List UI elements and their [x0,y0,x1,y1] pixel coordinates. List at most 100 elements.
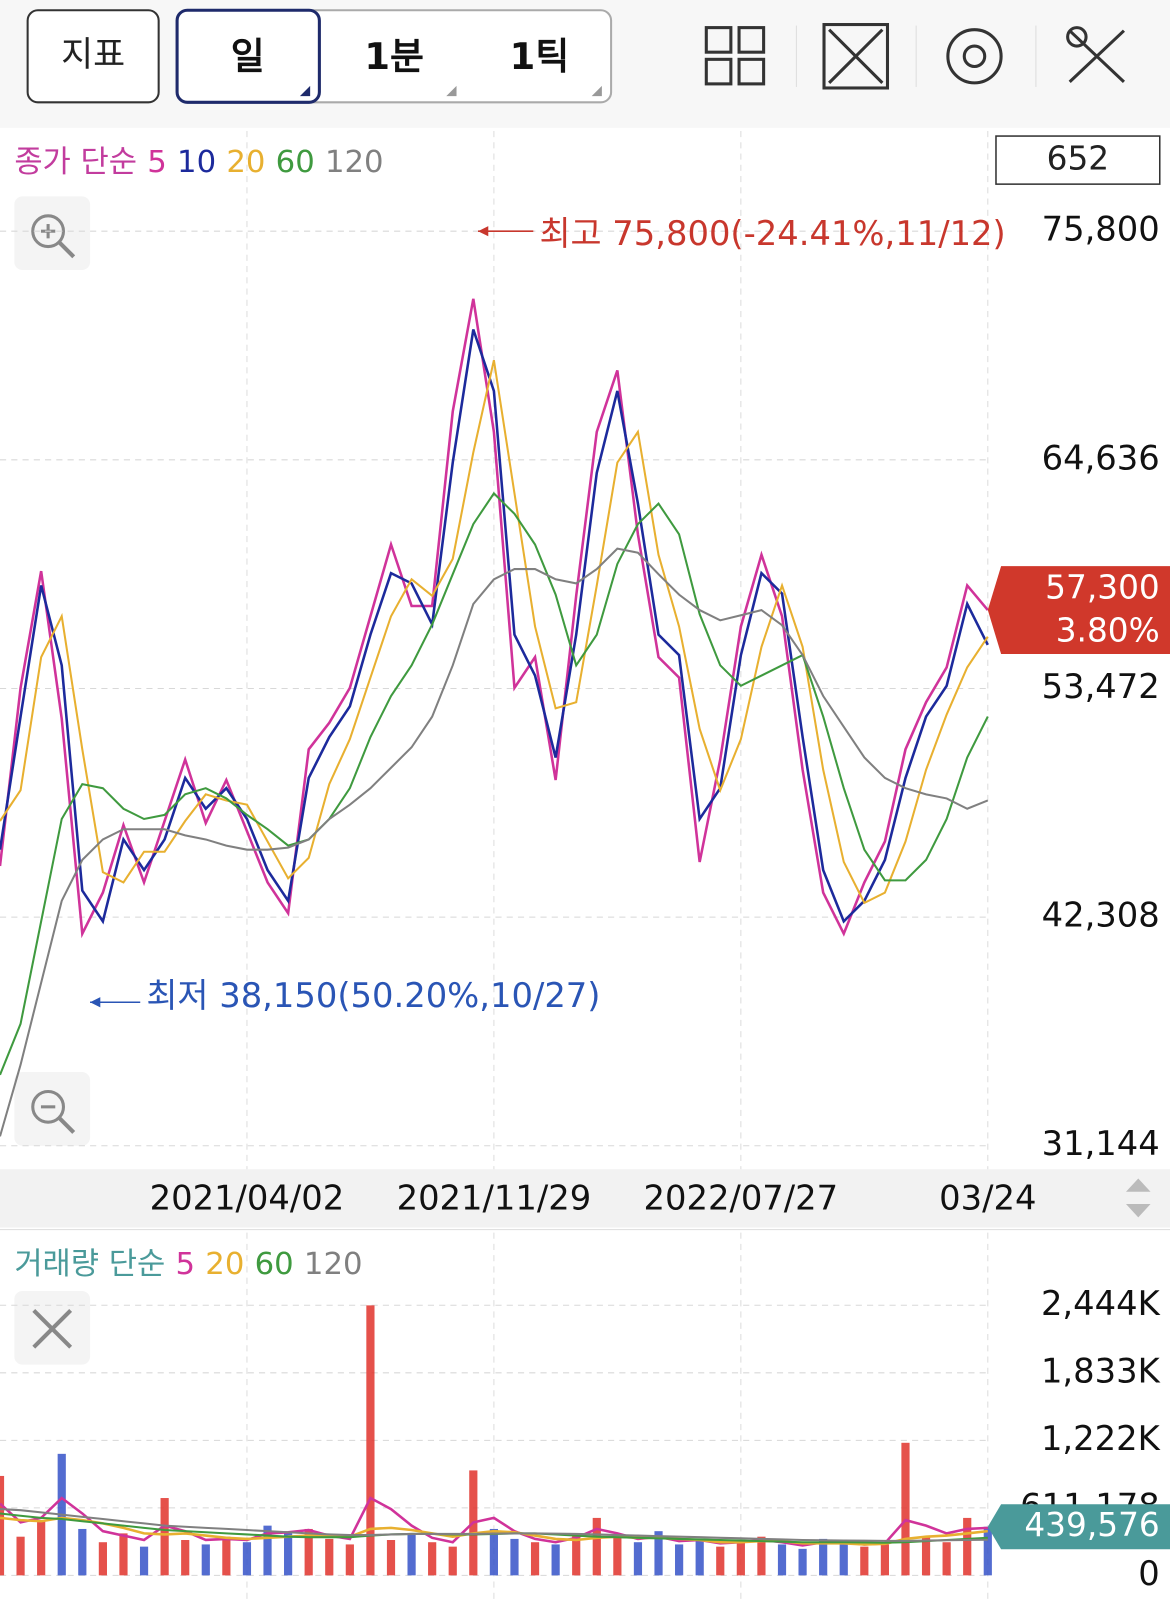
x-tick-label: 2021/04/02 [150,1178,345,1217]
volume-bar [407,1533,416,1576]
ma-line [0,298,989,939]
y-tick-label: 64,636 [1042,438,1160,477]
volume-bar [222,1536,231,1576]
volume-bar [695,1538,704,1576]
dropdown-mark [591,85,602,97]
volume-bar [839,1542,848,1576]
period-day-label[interactable]: 일 [231,35,265,78]
zoom-in-button[interactable] [14,196,91,271]
annotation-arrowhead [90,997,101,1008]
volume-bar [139,1546,149,1576]
legend-title: 종가 단순 [14,145,137,180]
y-tick-label: 75,800 [1042,210,1160,249]
volume-bar [37,1520,46,1576]
last-price: 57,300 [1045,569,1160,607]
volume-bar [201,1544,210,1576]
volume-bar [860,1546,869,1576]
y-tick-label: 31,144 [1042,1124,1160,1163]
counter-box [995,135,1161,185]
period-minute-label[interactable]: 1분 [364,35,424,78]
ma-line [0,329,989,925]
fullscreen-icon[interactable] [822,23,890,90]
volume-bar [98,1542,107,1576]
volume-bar [345,1544,354,1576]
legend-entry: 60 [255,1247,294,1282]
ma-line [0,359,989,905]
volume-bar [489,1528,498,1576]
legend-entry: 5 [147,145,167,180]
last-price-box [987,566,1170,655]
x-tick-label: 2022/07/27 [644,1178,839,1217]
volume-bar [386,1540,396,1576]
y-tick-label: 1,833K [1041,1351,1161,1390]
period-tick-label[interactable]: 1틱 [510,35,570,78]
legend-entry: 5 [176,1247,196,1282]
tools-icon[interactable] [1066,26,1125,83]
volume-bar [901,1442,910,1576]
legend-entry: 120 [325,145,384,180]
volume-bar [304,1528,313,1576]
period-day-button[interactable] [175,8,321,104]
volume-bar [325,1538,334,1576]
legend-title: 거래량 단순 [14,1247,165,1282]
volume-bar [983,1526,992,1576]
settings-icon[interactable] [946,28,1003,85]
zoom-out-button[interactable] [14,1072,91,1146]
dropdown-mark [299,85,311,97]
volume-bar [757,1536,766,1576]
volume-bar [181,1540,190,1576]
ma-line [0,547,989,1137]
volume-bar [530,1542,540,1576]
volume-bar [510,1538,519,1576]
volume-bar [592,1517,601,1576]
chart-layer: 2021/04/02 2021/11/29 2022/07/27 03/2431,14… [0,130,1170,1604]
ma-line [0,1508,988,1542]
y-tick-label: 2,444K [1041,1284,1161,1323]
volume-bar [675,1544,684,1576]
counter: 652 [1047,140,1110,178]
ma-line [0,1516,988,1546]
y-tick-label: 42,308 [1042,896,1160,935]
volume-bar [0,1475,5,1576]
last-volume: 439,576 [1024,1506,1159,1544]
volume-bar [777,1544,787,1576]
volume-bar [428,1542,437,1576]
volume-bar [963,1517,972,1576]
volume-bar [613,1536,622,1576]
scroll-icon[interactable] [1125,1178,1151,1218]
legend-entry: 20 [205,1247,244,1282]
legend-entry: 120 [304,1247,363,1282]
legend-entry: 20 [226,145,265,180]
volume-bar [798,1548,807,1576]
indicator-button[interactable] [26,9,160,104]
dropdown-mark [446,85,457,97]
volume-bar [654,1531,663,1576]
volume-bar [819,1538,828,1576]
date-axis-bg [0,1169,1170,1228]
volume-bar [242,1542,252,1576]
volume-bar [160,1498,169,1576]
legend-entry: 60 [276,145,315,180]
y-tick-label: 53,472 [1042,667,1160,706]
last-volume-box [987,1504,1170,1550]
x-tick-label: 03/24 [939,1178,1036,1217]
legend-entry: 10 [177,145,216,180]
x-tick-label: 2021/11/29 [397,1178,592,1217]
volume-bar [263,1525,272,1576]
volume-bar [448,1546,457,1576]
volume-bar [633,1542,643,1576]
ma-line [0,491,989,1076]
layout-icon[interactable] [704,26,766,86]
volume-bar [942,1542,951,1576]
y-tick-label: 1,222K [1041,1419,1161,1458]
close-volume-button[interactable] [14,1290,91,1365]
volume-bar [736,1542,745,1576]
volume-bar [921,1536,931,1576]
volume-bar [572,1533,581,1576]
annotation-text: 최저 38,150(50.20%,10/27) [146,976,600,1015]
indicator-label[interactable]: 지표 [61,35,125,75]
volume-bar [284,1533,293,1576]
annotation-text: 최고 75,800(-24.41%,11/12) [539,214,1005,253]
volume-bar [551,1544,560,1576]
